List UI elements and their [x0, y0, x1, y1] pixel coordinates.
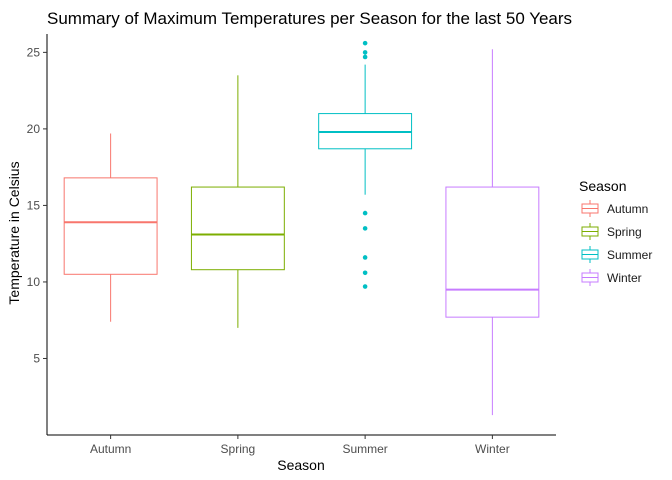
outlier-point [362, 54, 368, 60]
x-tick-label: Winter [475, 442, 510, 456]
box-autumn [63, 133, 158, 322]
chart-title: Summary of Maximum Temperatures per Seas… [47, 9, 572, 28]
plot-area [63, 40, 540, 416]
y-tick-label: 20 [27, 122, 41, 136]
y-tick-label: 5 [33, 351, 40, 365]
y-tick-label: 25 [27, 45, 41, 59]
legend-label: Summer [607, 248, 652, 262]
x-tick-label: Spring [221, 442, 256, 456]
x-tick-label: Autumn [90, 442, 131, 456]
legend-label: Spring [607, 225, 642, 239]
legend-item-autumn: Autumn [581, 200, 648, 217]
legend: Season Autumn Spring Summer Winter [579, 178, 652, 286]
box-iqr [190, 186, 285, 271]
outlier-point [362, 40, 368, 46]
legend-title: Season [579, 178, 626, 194]
y-axis-title: Temperature in Celsius [6, 161, 22, 304]
legend-label: Winter [607, 271, 642, 285]
y-tick-label: 15 [27, 198, 41, 212]
box-iqr [445, 186, 540, 318]
legend-keys: Autumn Spring Summer Winter [581, 200, 652, 286]
legend-label: Autumn [607, 202, 648, 216]
outlier-point [362, 284, 368, 289]
y-axis-ticks: 5 10 15 20 25 [27, 45, 47, 365]
x-tick-label: Summer [342, 442, 387, 456]
outlier-point [362, 210, 368, 216]
legend-item-summer: Summer [581, 246, 652, 263]
outlier-point [362, 270, 368, 276]
outlier-point [362, 50, 368, 55]
box-winter [445, 49, 540, 416]
x-axis-title: Season [277, 457, 324, 473]
outlier-point [362, 255, 368, 260]
outlier-point [362, 226, 368, 231]
box-spring [190, 75, 285, 328]
y-tick-label: 10 [27, 275, 41, 289]
legend-item-spring: Spring [581, 223, 642, 240]
box-iqr [63, 177, 158, 275]
legend-item-winter: Winter [581, 269, 642, 286]
box-summer [318, 40, 413, 289]
x-axis-ticks: Autumn Spring Summer Winter [90, 435, 510, 456]
